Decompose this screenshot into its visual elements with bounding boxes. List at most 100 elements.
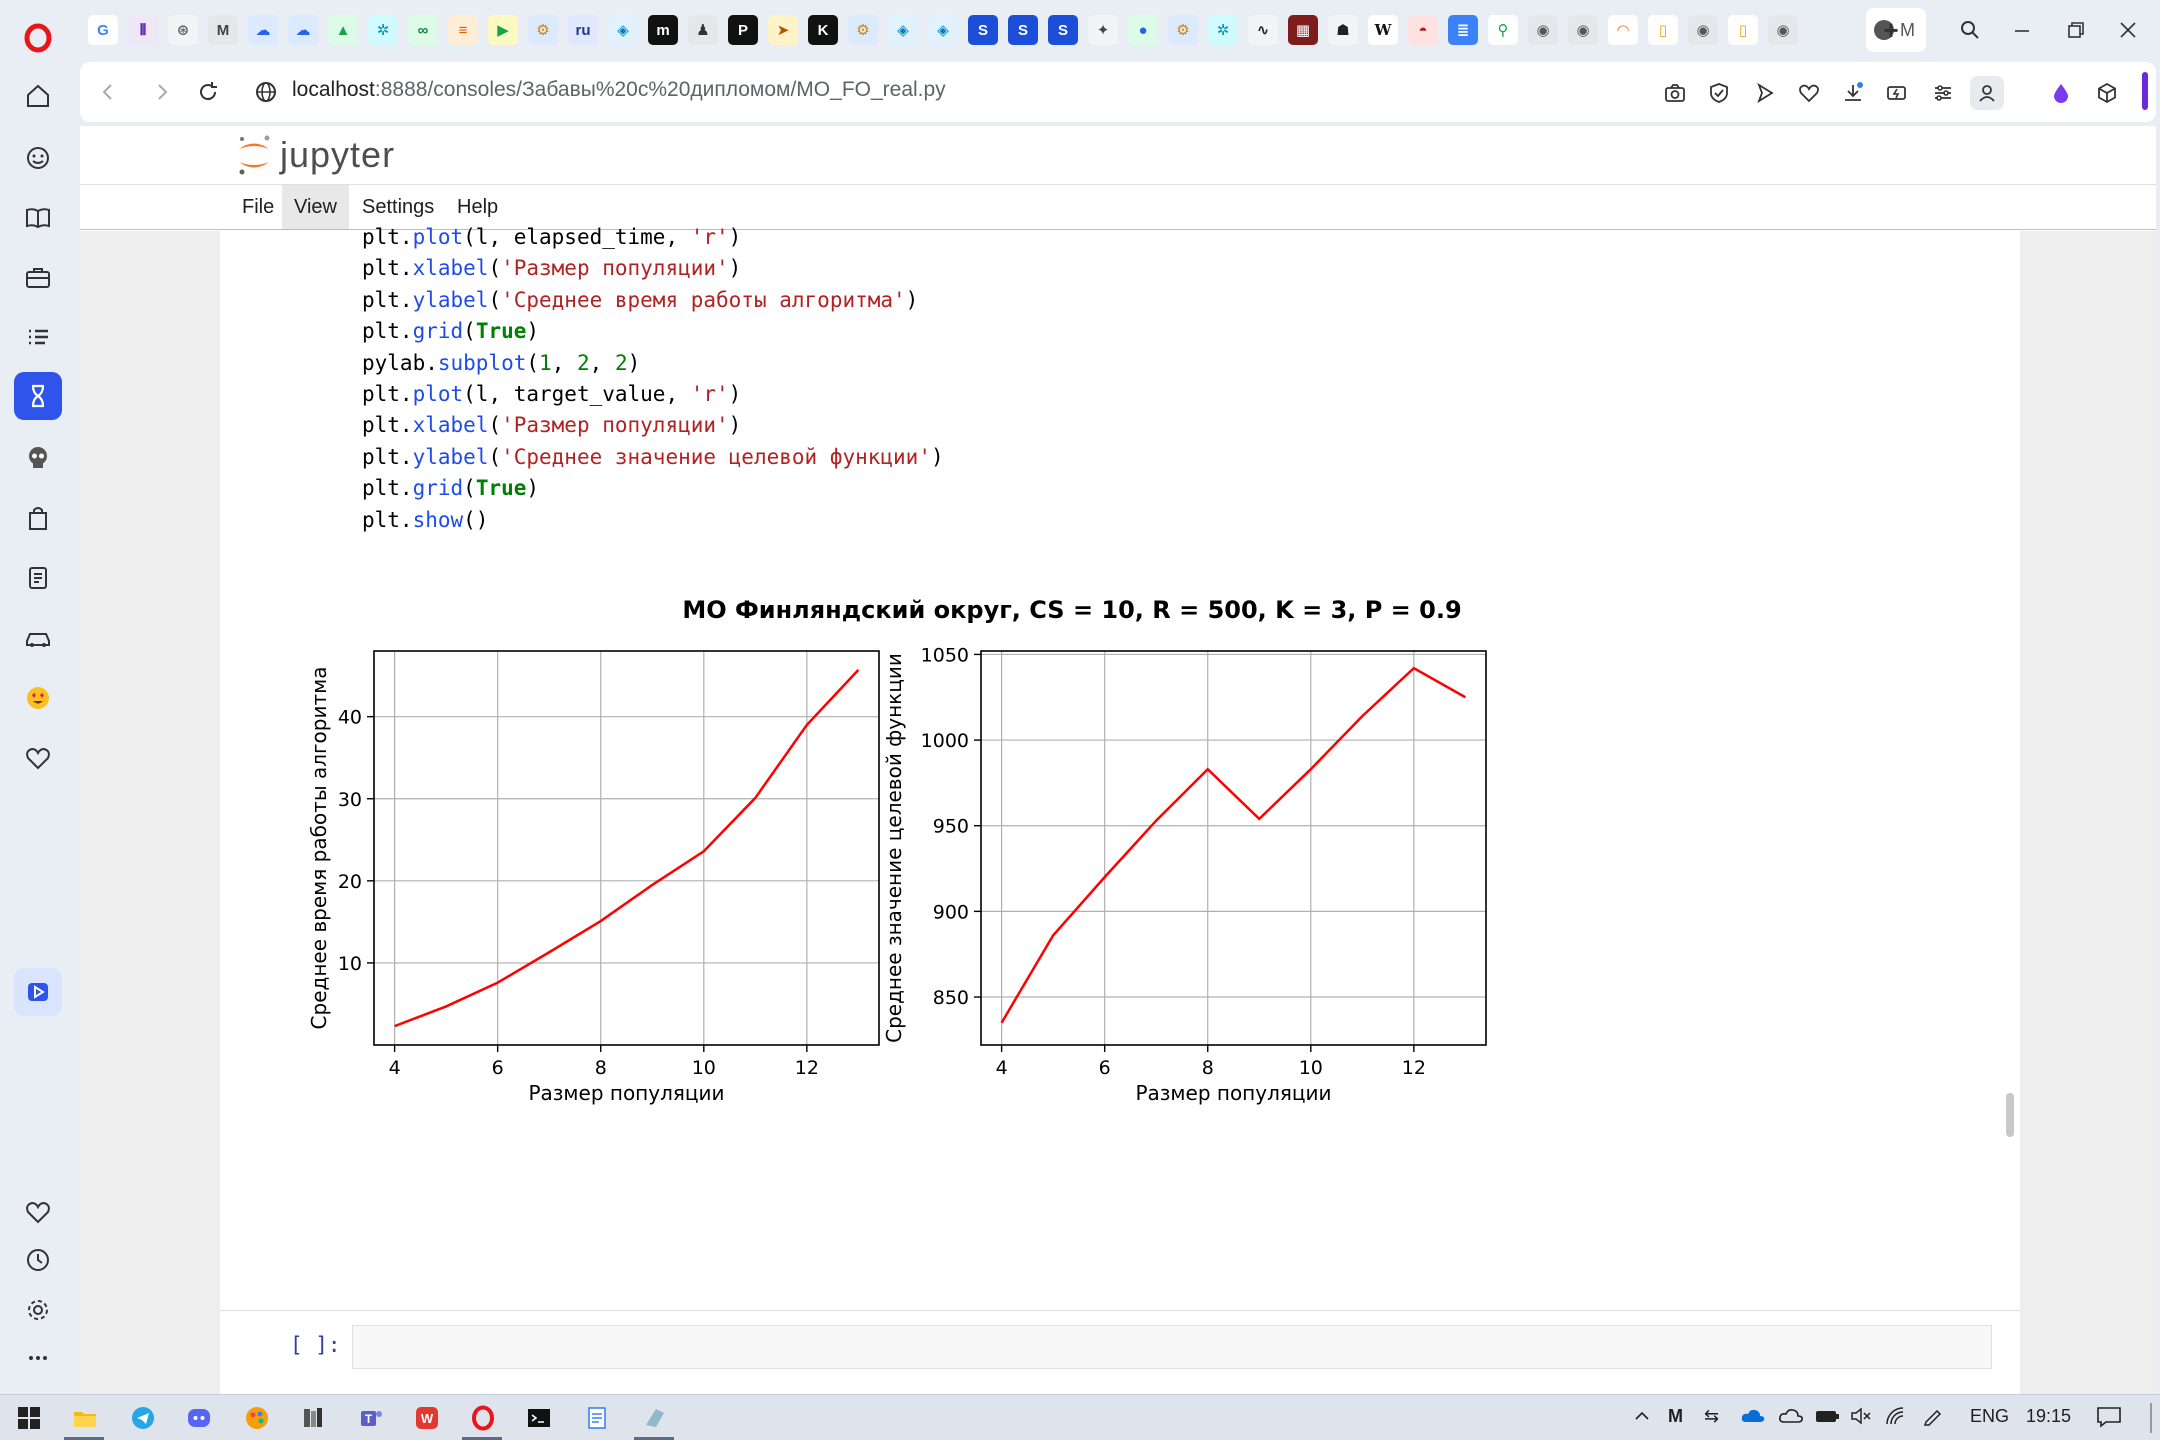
tab-gmail-icon[interactable]: M bbox=[208, 15, 238, 45]
tab-s-2-icon[interactable]: S bbox=[1008, 15, 1038, 45]
skull-icon[interactable] bbox=[14, 434, 62, 482]
tab-search-icon[interactable] bbox=[1950, 12, 1990, 48]
tab-globe-icon[interactable]: ● bbox=[1128, 15, 1158, 45]
tab-docs-icon[interactable]: ≣ bbox=[1448, 15, 1478, 45]
menu-settings[interactable]: Settings bbox=[362, 196, 435, 218]
opera-taskbar-icon[interactable] bbox=[466, 1401, 500, 1435]
tab-python-2-icon[interactable]: ⚙ bbox=[848, 15, 878, 45]
tab-stack-icon[interactable]: ≡ bbox=[448, 15, 478, 45]
code-input[interactable] bbox=[352, 1325, 1992, 1369]
tab-file-icon[interactable]: ▯ bbox=[1648, 15, 1678, 45]
tab-s-3-icon[interactable]: S bbox=[1048, 15, 1078, 45]
send-arrow-icon[interactable] bbox=[1748, 76, 1782, 110]
tab-hat-2-icon[interactable]: ◓ bbox=[1408, 15, 1438, 45]
minimize-icon[interactable] bbox=[2002, 12, 2042, 48]
windows-start-icon[interactable] bbox=[12, 1401, 46, 1435]
url-field[interactable]: localhost:8888/consoles/Забавы%20с%20дип… bbox=[292, 78, 946, 102]
onedrive-icon[interactable] bbox=[1740, 1406, 1766, 1431]
tab-globe-2-icon[interactable]: ◉ bbox=[1528, 15, 1558, 45]
shopping-bag-icon[interactable] bbox=[14, 494, 62, 542]
tab-globe-3-icon[interactable]: ◉ bbox=[1568, 15, 1598, 45]
notepad-icon[interactable] bbox=[580, 1401, 614, 1435]
extensions-cube-icon[interactable] bbox=[2090, 76, 2124, 110]
aria-icon[interactable] bbox=[14, 134, 62, 182]
tab-cube-icon[interactable]: ◈ bbox=[608, 15, 638, 45]
tray-app-icon[interactable]: Μ bbox=[1668, 1406, 1683, 1426]
tab-cube-3-icon[interactable]: ◈ bbox=[928, 15, 958, 45]
tab-play-icon[interactable]: ▶ bbox=[488, 15, 518, 45]
workspaces-icon[interactable] bbox=[14, 254, 62, 302]
clock[interactable]: 19:15 bbox=[2026, 1406, 2072, 1426]
tab-k-icon[interactable]: K bbox=[808, 15, 838, 45]
tray-chevron-icon[interactable] bbox=[1632, 1406, 1652, 1431]
menu-view[interactable]: View bbox=[282, 185, 349, 229]
tab-wikipedia-icon[interactable]: W bbox=[1368, 15, 1398, 45]
bookmarks-icon[interactable] bbox=[14, 194, 62, 242]
tab-m-icon[interactable]: m bbox=[648, 15, 678, 45]
back-arrow-icon[interactable] bbox=[92, 76, 124, 108]
tab-cloud-icon[interactable]: ☁ bbox=[248, 15, 278, 45]
tab-google-icon[interactable]: G bbox=[88, 15, 118, 45]
tab-cloud-2-icon[interactable]: ☁ bbox=[288, 15, 318, 45]
active-tab[interactable]: M bbox=[1866, 8, 1926, 52]
wifi-icon[interactable] bbox=[1884, 1406, 1906, 1431]
battery-saver-icon[interactable] bbox=[1880, 76, 1914, 110]
tab-p-icon[interactable]: P bbox=[728, 15, 758, 45]
sidebar-panel-edge[interactable] bbox=[2142, 72, 2148, 110]
tab-globe-5-icon[interactable]: ◉ bbox=[1768, 15, 1798, 45]
library-icon[interactable] bbox=[296, 1401, 330, 1435]
car-icon[interactable] bbox=[14, 614, 62, 662]
discord-icon[interactable] bbox=[182, 1401, 216, 1435]
heart-icon[interactable] bbox=[1792, 76, 1826, 110]
download-icon[interactable] bbox=[1836, 76, 1870, 110]
battery-icon[interactable] bbox=[1814, 1406, 1840, 1431]
image-viewer-icon[interactable] bbox=[638, 1401, 672, 1435]
tab-arrow-icon[interactable]: ➤ bbox=[768, 15, 798, 45]
heart-smile-icon[interactable] bbox=[14, 734, 62, 782]
emoji-heart-eyes-icon[interactable] bbox=[14, 674, 62, 722]
tasks-list-icon[interactable] bbox=[14, 314, 62, 362]
tab-globe-4-icon[interactable]: ◉ bbox=[1688, 15, 1718, 45]
tab-puzzle-icon[interactable]: ✲ bbox=[368, 15, 398, 45]
cloud-icon[interactable] bbox=[1778, 1406, 1804, 1431]
jupyter-logo[interactable]: jupyter bbox=[236, 134, 395, 176]
tab-cube-2-icon[interactable]: ◈ bbox=[888, 15, 918, 45]
tab-python-icon[interactable]: ⚙ bbox=[528, 15, 558, 45]
timer-icon[interactable] bbox=[14, 372, 62, 420]
tab-person-icon[interactable]: ♟ bbox=[688, 15, 718, 45]
tab-python-3-icon[interactable]: ⚙ bbox=[1168, 15, 1198, 45]
tab-pulse-icon[interactable]: ∿ bbox=[1248, 15, 1278, 45]
tab-jupyter-icon[interactable]: ◠ bbox=[1608, 15, 1638, 45]
telegram-icon[interactable] bbox=[126, 1401, 160, 1435]
tab-emblem-icon[interactable]: ✦ bbox=[1088, 15, 1118, 45]
terminal-icon[interactable] bbox=[522, 1401, 556, 1435]
teams-icon[interactable]: T bbox=[354, 1401, 388, 1435]
tab-ru-icon[interactable]: ru bbox=[568, 15, 598, 45]
close-window-icon[interactable] bbox=[2108, 12, 2148, 48]
tab-compass-icon[interactable]: ⊛ bbox=[168, 15, 198, 45]
paint-icon[interactable] bbox=[240, 1401, 274, 1435]
menu-file[interactable]: File bbox=[242, 196, 275, 218]
tab-maps-icon[interactable]: ⚲ bbox=[1488, 15, 1518, 45]
scrollbar-thumb[interactable] bbox=[2006, 1093, 2014, 1137]
tab-bars-icon[interactable]: ⦀ bbox=[128, 15, 158, 45]
settings-gear-icon[interactable] bbox=[14, 1286, 62, 1334]
tab-s-icon[interactable]: S bbox=[968, 15, 998, 45]
forward-arrow-icon[interactable] bbox=[146, 76, 178, 108]
tab-file-2-icon[interactable]: ▯ bbox=[1728, 15, 1758, 45]
tray-sync-icon[interactable]: ⇆ bbox=[1704, 1406, 1720, 1426]
new-tab-plus-icon[interactable]: + bbox=[1883, 14, 1899, 45]
more-dots-icon[interactable] bbox=[14, 1334, 62, 1382]
profile-icon[interactable] bbox=[1970, 76, 2004, 110]
player-icon[interactable] bbox=[14, 968, 62, 1016]
tab-image-icon[interactable]: ▦ bbox=[1288, 15, 1318, 45]
restore-icon[interactable] bbox=[2056, 12, 2096, 48]
favorites-heart-icon[interactable] bbox=[14, 1188, 62, 1236]
home-icon[interactable] bbox=[14, 72, 62, 120]
history-clock-icon[interactable] bbox=[14, 1236, 62, 1284]
shield-icon[interactable] bbox=[1702, 76, 1736, 110]
aria-drop-icon[interactable] bbox=[2044, 76, 2078, 110]
notifications-icon[interactable] bbox=[2096, 1406, 2122, 1433]
volume-muted-icon[interactable] bbox=[1850, 1406, 1872, 1431]
language-indicator[interactable]: ENG bbox=[1970, 1406, 2010, 1426]
